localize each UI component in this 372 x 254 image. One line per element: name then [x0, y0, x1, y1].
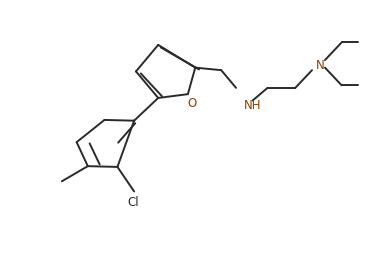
Text: Cl: Cl [128, 196, 139, 209]
Text: N: N [316, 59, 324, 72]
Text: O: O [187, 97, 196, 109]
Text: NH: NH [243, 99, 261, 112]
